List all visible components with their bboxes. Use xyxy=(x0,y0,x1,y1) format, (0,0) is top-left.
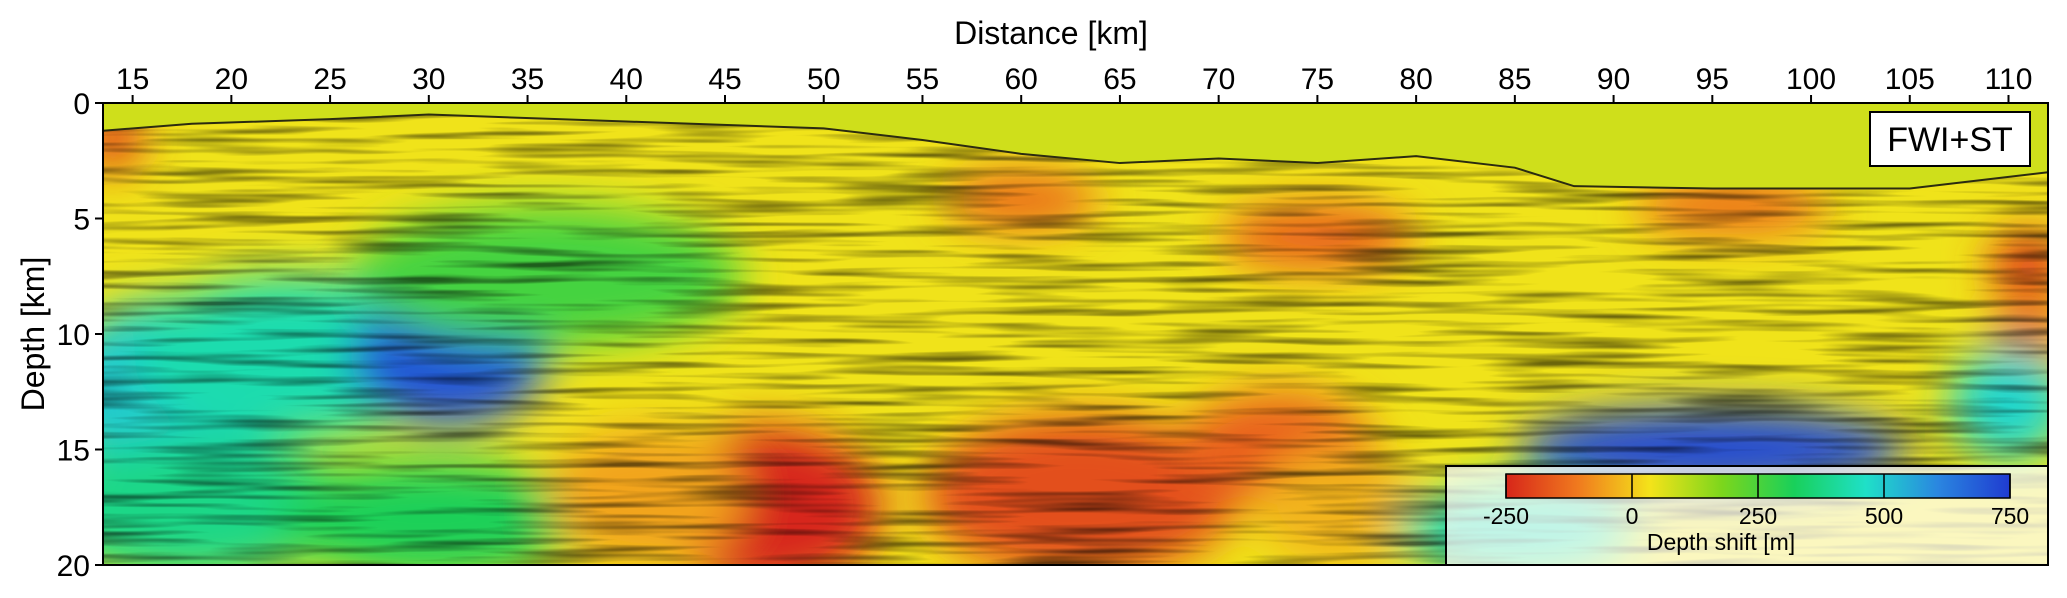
x-tick-label: 110 xyxy=(1985,63,2033,96)
x-tick-label: 15 xyxy=(116,63,149,96)
y-axis-label: Depth [km] xyxy=(15,257,51,412)
x-tick-label: 35 xyxy=(511,63,544,96)
x-tick-label: 55 xyxy=(906,63,939,96)
x-axis: 15 20 25 30 35 40 45 50 55 60 65 70 75 80 85 90 95 100 105… xyxy=(116,63,2032,103)
x-axis-label: Distance [km] xyxy=(954,15,1148,51)
x-tick-label: 70 xyxy=(1202,63,1235,96)
x-tick-label: 105 xyxy=(1885,63,1935,96)
colorbar-tick-label: 500 xyxy=(1865,503,1903,529)
colorbar: -250 0 250 500 750 Depth shift [m] xyxy=(1445,465,2049,566)
y-tick-label: 5 xyxy=(73,204,90,237)
x-tick-label: 65 xyxy=(1103,63,1136,96)
x-tick-label: 100 xyxy=(1786,63,1836,96)
colorbar-tick-label: 750 xyxy=(1991,503,2029,529)
x-tick-label: 40 xyxy=(610,63,643,96)
y-axis: 0 5 10 15 20 xyxy=(57,88,103,583)
panel-annotation: FWI+ST xyxy=(1869,111,2031,167)
y-tick-label: 10 xyxy=(57,319,90,352)
water-layer xyxy=(103,103,2048,189)
colorbar-ticks: -250 0 250 500 750 xyxy=(1483,474,2029,529)
colorbar-tick-label: 250 xyxy=(1739,503,1777,529)
colorbar-tick-label: 0 xyxy=(1626,503,1639,529)
y-tick-label: 15 xyxy=(57,435,90,468)
panel-annotation-label: FWI+ST xyxy=(1887,121,2013,159)
y-tick-label: 20 xyxy=(57,550,90,583)
x-tick-label: 80 xyxy=(1399,63,1432,96)
colorbar-tick-label: -250 xyxy=(1483,503,1529,529)
x-tick-label: 95 xyxy=(1696,63,1729,96)
x-tick-label: 50 xyxy=(807,63,840,96)
x-tick-label: 60 xyxy=(1005,63,1038,96)
x-tick-label: 25 xyxy=(313,63,346,96)
x-tick-label: 20 xyxy=(215,63,248,96)
seafloor-line xyxy=(103,113,2048,190)
x-tick-label: 85 xyxy=(1498,63,1531,96)
y-tick-label: 0 xyxy=(73,88,90,121)
x-tick-label: 45 xyxy=(708,63,741,96)
colorbar-label: Depth shift [m] xyxy=(1647,529,1795,555)
x-tick-label: 90 xyxy=(1597,63,1630,96)
x-tick-label: 30 xyxy=(412,63,445,96)
x-tick-label: 75 xyxy=(1301,63,1334,96)
